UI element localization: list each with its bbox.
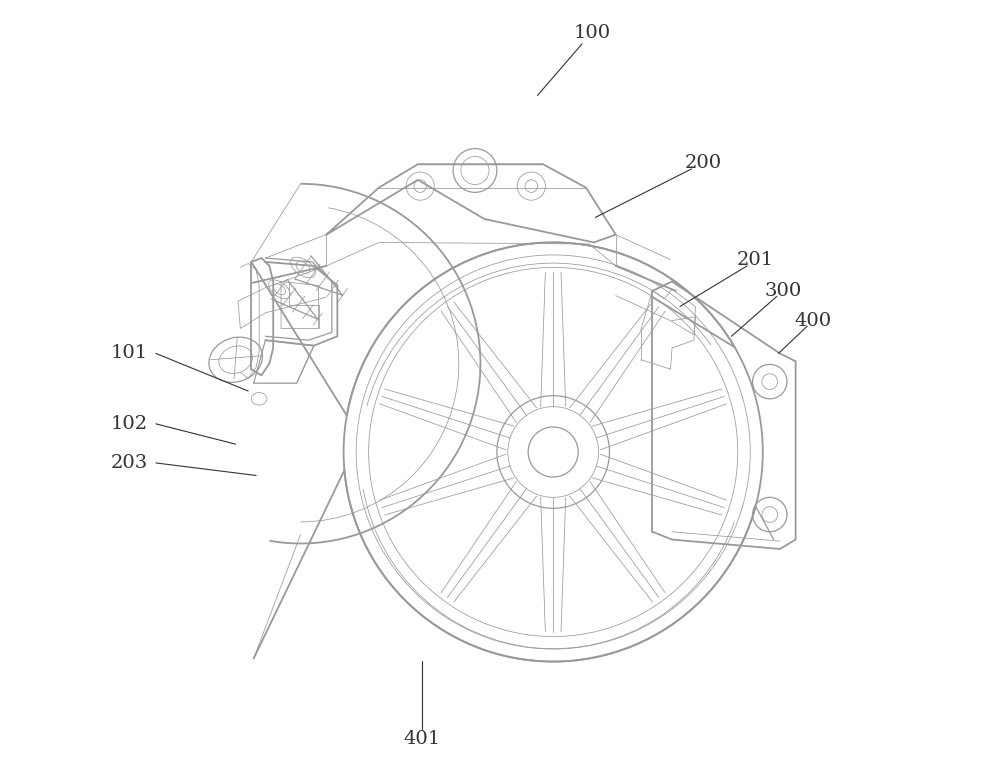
Text: 201: 201 xyxy=(736,250,773,269)
Text: 400: 400 xyxy=(794,311,831,330)
Text: 200: 200 xyxy=(685,153,722,172)
Text: 102: 102 xyxy=(111,414,148,433)
Text: 401: 401 xyxy=(403,730,440,748)
Text: 101: 101 xyxy=(111,344,148,363)
Text: 100: 100 xyxy=(574,23,611,42)
Text: 300: 300 xyxy=(764,282,802,300)
Text: 203: 203 xyxy=(111,454,148,472)
